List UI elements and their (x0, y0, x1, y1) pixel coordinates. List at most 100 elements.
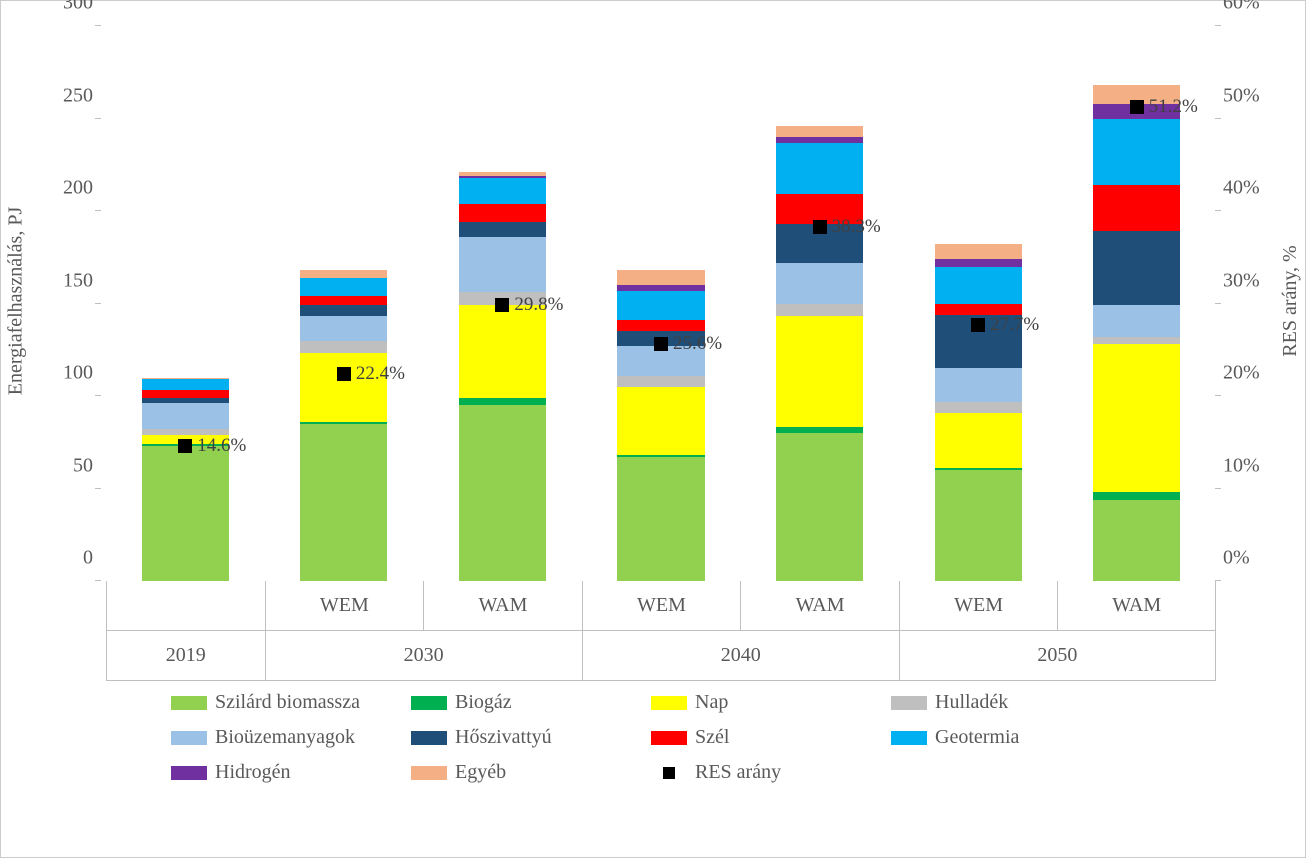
res-marker-label: 14.6% (197, 435, 246, 457)
y-right-tick: 0% (1223, 547, 1250, 570)
bar-segment-szilard_biomassza (776, 433, 863, 581)
y-left-tick: 50 (73, 454, 93, 477)
bar-segment-geotermia (142, 379, 229, 390)
x-axis-area: WEMWAMWEMWAMWEMWAM2019203020402050 (106, 581, 1216, 681)
bar-segment-hulladek (300, 341, 387, 354)
res-marker-label: 27.7% (990, 314, 1039, 336)
y-axis-left: 050100150200250300 (1, 26, 101, 581)
y-right-tick: 30% (1223, 269, 1260, 292)
bar-segment-nap (459, 305, 546, 398)
res-marker-label: 51.2% (1149, 96, 1198, 118)
bar-segment-hidrogen (935, 259, 1022, 266)
bar-segment-geotermia (1093, 119, 1180, 186)
bar-segment-geotermia (617, 291, 704, 321)
legend-label: Biogáz (455, 691, 512, 714)
x-group-label: 2050 (899, 631, 1216, 681)
bar-segment-egyeb (776, 126, 863, 137)
res-marker (495, 298, 509, 312)
bar-segment-geotermia (776, 143, 863, 195)
res-marker (337, 367, 351, 381)
bar-segment-szel (300, 296, 387, 305)
bar-segment-szilard_biomassza (142, 446, 229, 581)
plot-area: 14.6% 22.4% 29.8% 25.6% 38.3% 27.7% 51.2% (106, 26, 1216, 581)
legend-item: Hőszivattyú (411, 726, 651, 749)
bar-segment-hoszivattyu (1093, 231, 1180, 305)
legend-swatch (651, 731, 687, 745)
y-left-tick: 150 (63, 269, 93, 292)
res-marker-label: 38.3% (832, 216, 881, 238)
res-marker-label: 29.8% (514, 294, 563, 316)
y-right-tick: 20% (1223, 362, 1260, 385)
bar-segment-szel (142, 390, 229, 397)
bar-segment-egyeb (142, 378, 229, 380)
chart-container: Energiafelhasználás, PJ RES arány, % 050… (0, 0, 1306, 858)
y-right-tick: 40% (1223, 177, 1260, 200)
legend-swatch (411, 766, 447, 780)
y-left-tick: 100 (63, 362, 93, 385)
res-marker-label: 22.4% (356, 363, 405, 385)
bar-segment-hidrogen (776, 137, 863, 143)
bar-segment-biouzemanyagok (935, 368, 1022, 401)
legend-swatch (171, 731, 207, 745)
legend-swatch (171, 696, 207, 710)
bar-segment-biogaz (300, 422, 387, 424)
legend-label: Egyéb (455, 761, 506, 784)
bar-segment-hoszivattyu (300, 305, 387, 316)
x-sublabel: WEM (582, 581, 741, 631)
legend-item: Nap (651, 691, 891, 714)
bar-segment-hulladek (617, 376, 704, 387)
y-left-tick: 300 (63, 0, 93, 15)
legend-label: Szilárd biomassza (215, 691, 360, 714)
legend-item: Egyéb (411, 761, 651, 784)
x-sublabel: WEM (265, 581, 424, 631)
bar-segment-szilard_biomassza (617, 457, 704, 581)
bar-segment-biouzemanyagok (142, 403, 229, 429)
legend: Szilárd biomassza Biogáz Nap Hulladék Bioüze… (171, 691, 1161, 796)
res-marker (178, 439, 192, 453)
legend-item: Bioüzemanyagok (171, 726, 411, 749)
bar-segment-hoszivattyu (459, 222, 546, 237)
bar-segment-biouzemanyagok (776, 263, 863, 304)
bar-segment-biogaz (459, 398, 546, 405)
bar-segment-hoszivattyu (142, 398, 229, 404)
legend-label: Hőszivattyú (455, 726, 552, 749)
bar-segment-szilard_biomassza (935, 470, 1022, 581)
bar-segment-geotermia (300, 278, 387, 297)
y-right-tick: 50% (1223, 84, 1260, 107)
bar-segment-hulladek (1093, 337, 1180, 344)
legend-item: Szél (651, 726, 891, 749)
legend-marker-icon (651, 766, 687, 780)
bar-segment-szilard_biomassza (1093, 500, 1180, 581)
bar-segment-biogaz (776, 427, 863, 433)
res-marker (1130, 100, 1144, 114)
bar-segment-hidrogen (617, 285, 704, 291)
bar (617, 26, 704, 581)
bar-segment-egyeb (300, 270, 387, 277)
bar-segment-geotermia (935, 267, 1022, 304)
x-sublabel (106, 581, 265, 631)
bar (142, 26, 229, 581)
bar-segment-szel (617, 320, 704, 331)
legend-item: Biogáz (411, 691, 651, 714)
bar-segment-szel (1093, 185, 1180, 231)
bar-segment-geotermia (459, 178, 546, 204)
bar-segment-biogaz (935, 468, 1022, 470)
legend-label: Hulladék (935, 691, 1008, 714)
bar-segment-biouzemanyagok (300, 316, 387, 340)
y-left-tick: 200 (63, 177, 93, 200)
legend-label: Bioüzemanyagok (215, 726, 355, 749)
y-right-tick: 60% (1223, 0, 1260, 15)
bar-segment-hulladek (935, 402, 1022, 413)
legend-swatch (411, 696, 447, 710)
bar-segment-hidrogen (459, 176, 546, 178)
res-marker-label: 25.6% (673, 333, 722, 355)
x-sublabel: WEM (899, 581, 1058, 631)
bar-segment-szel (459, 204, 546, 223)
res-marker (971, 318, 985, 332)
bar-segment-egyeb (617, 270, 704, 285)
bar-segment-nap (935, 413, 1022, 469)
bar-segment-hulladek (776, 304, 863, 317)
x-sublabel: WAM (1057, 581, 1216, 631)
legend-item: Hulladék (891, 691, 1131, 714)
legend-swatch (411, 731, 447, 745)
